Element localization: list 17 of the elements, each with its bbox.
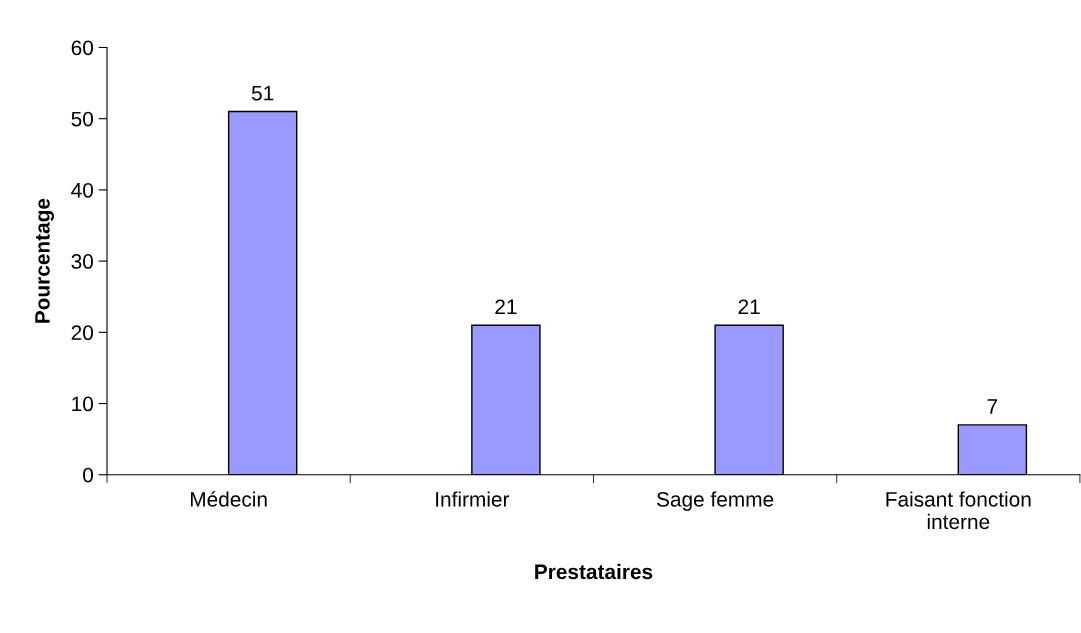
- x-tick-label: Médecin: [190, 491, 267, 507]
- y-tick-label: 50: [71, 111, 94, 127]
- data-label: 7: [987, 399, 998, 414]
- x-tick-label: Sage femme: [656, 491, 774, 511]
- y-tick-label: 20: [71, 325, 94, 341]
- y-tick-label: 10: [72, 396, 94, 412]
- x-axis-title: Prestataires: [535, 563, 653, 580]
- x-tick-label: Faisant fonction interne: [886, 491, 1031, 530]
- x-tick-label: Infirmier: [436, 491, 510, 507]
- y-tick-label: 40: [71, 182, 94, 198]
- data-label: 21: [738, 299, 760, 314]
- data-label: 21: [495, 299, 517, 314]
- y-tick-label: 0: [83, 467, 94, 483]
- y-axis-title: Pourcentage: [35, 198, 54, 323]
- y-tick-label: 60: [71, 40, 94, 56]
- y-tick-label: 30: [71, 254, 94, 269]
- data-label: 51: [251, 85, 274, 101]
